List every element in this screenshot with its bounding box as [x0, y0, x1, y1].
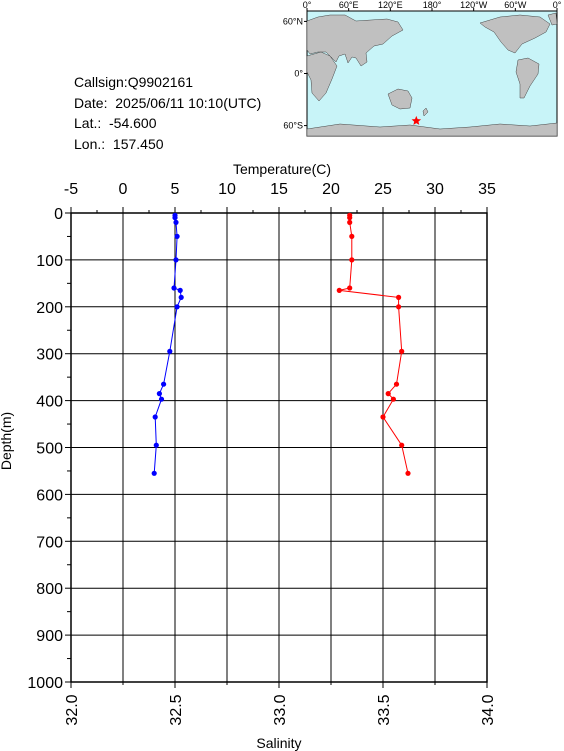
salinity-data-point — [161, 381, 167, 387]
salinity-tick-label: 33.0 — [272, 694, 289, 725]
temperature-data-point — [349, 257, 355, 263]
float-info: Callsign:Q9902161 Date: 2025/06/11 10:10… — [74, 72, 261, 154]
temperature-data-point — [390, 396, 396, 402]
depth-axis-title: Depth(m) — [0, 412, 14, 470]
profile-plot: -5 0 5 10 15 20 25 30 35 32.0 32.5 33.0 33.5 34.0 01… — [0, 161, 497, 751]
date-text: Date: 2025/06/11 10:10(UTC) — [74, 94, 262, 111]
map-lat-label: 60°S — [283, 121, 303, 131]
temperature-tick-label: 0 — [119, 181, 128, 198]
map-frame-ticks — [304, 8, 558, 127]
map-lon-label: 0° — [303, 0, 312, 10]
temperature-tick-label: 35 — [478, 181, 496, 198]
map-australia — [387, 88, 413, 110]
float-location-marker — [411, 115, 422, 125]
salinity-profile-line — [153, 215, 182, 474]
salinity-data-point — [177, 287, 183, 293]
depth-tick-label: 100 — [36, 253, 63, 270]
temperature-axis-title: Temperature(C) — [233, 161, 331, 177]
map-south-america — [515, 57, 540, 99]
star-icon — [411, 115, 422, 125]
temperature-tick-label: -5 — [64, 181, 78, 198]
temperature-profile-line — [339, 215, 409, 474]
temperature-tick-labels: -5 0 5 10 15 20 25 30 35 — [64, 181, 496, 198]
salinity-tick-labels: 32.0 32.5 33.0 33.5 34.0 — [64, 694, 497, 725]
salinity-data-point — [152, 414, 158, 420]
temperature-tick-label: 5 — [171, 181, 180, 198]
temperature-data-point — [399, 442, 405, 448]
temperature-data-point — [405, 470, 411, 476]
salinity-data-point — [151, 470, 157, 476]
map-africa — [306, 51, 338, 102]
temperature-data-point — [380, 414, 386, 420]
map-landmasses — [306, 12, 558, 137]
salinity-data-point — [173, 257, 179, 263]
temperature-data-point — [393, 381, 400, 387]
temperature-tick-label: 20 — [322, 181, 340, 198]
plot-frame — [70, 212, 488, 683]
depth-tick-label: 400 — [36, 394, 63, 411]
temperature-tick-label: 30 — [426, 181, 444, 198]
map-antarctica — [306, 122, 558, 137]
callsign-text: Callsign:Q9902161 — [74, 74, 194, 90]
map-lon-label: 0° — [553, 0, 562, 10]
temperature-tick-label: 10 — [218, 181, 236, 198]
salinity-data-point — [172, 215, 178, 221]
temperature-data-point — [396, 294, 402, 300]
depth-tick-labels: 0 100 200 300 400 500 600 700 800 900 1000 — [27, 206, 63, 692]
map-lat-label: 60°N — [283, 16, 303, 26]
salinity-data-point — [158, 396, 165, 402]
data-series — [151, 212, 411, 476]
depth-tick-label: 600 — [36, 487, 63, 504]
temperature-data-point — [347, 215, 353, 221]
latitude-text: Lat.: -54.600 — [74, 115, 157, 131]
map-north-america — [479, 14, 551, 54]
salinity-data-point — [178, 294, 184, 300]
temperature-data-point — [349, 233, 355, 239]
salinity-data-point — [174, 304, 180, 310]
salinity-data-point — [173, 219, 179, 225]
map-eurasia — [306, 14, 404, 67]
depth-tick-label: 300 — [36, 347, 63, 364]
temperature-tick-label: 25 — [374, 181, 392, 198]
depth-tick-label: 800 — [36, 581, 63, 598]
salinity-tick-label: 33.5 — [376, 694, 393, 725]
map-lon-label: 60°E — [339, 0, 359, 10]
depth-tick-label: 900 — [36, 628, 63, 645]
map-lon-label: 60°W — [504, 0, 527, 10]
temperature-data-point — [385, 391, 391, 397]
salinity-tick-label: 32.5 — [168, 694, 185, 725]
map-longitude-labels: 0° 60°E 120°E 180° 120°W 60°W 0° — [303, 0, 562, 10]
depth-tick-label: 700 — [36, 534, 63, 551]
map-latitude-labels: 60°N 0° 60°S — [283, 16, 304, 130]
depth-tick-label: 200 — [36, 300, 63, 317]
plot-grid — [70, 212, 488, 683]
map-new-zealand — [422, 107, 429, 117]
temperature-data-point — [336, 287, 342, 293]
location-map: 0° 60°E 120°E 180° 120°W 60°W 0° 60°N0°60°S — [283, 0, 562, 137]
map-greenland — [547, 12, 558, 26]
temperature-data-point — [347, 219, 353, 225]
depth-tick-label: 500 — [36, 441, 63, 458]
salinity-data-point — [167, 348, 173, 354]
salinity-data-point — [171, 285, 177, 291]
map-lon-label: 120°E — [378, 0, 403, 10]
salinity-axis-title: Salinity — [256, 735, 301, 751]
salinity-data-point — [174, 233, 180, 239]
map-lat-label: 0° — [294, 69, 303, 79]
temperature-tick-label: 15 — [270, 181, 288, 198]
depth-tick-label: 1000 — [27, 675, 63, 692]
temperature-data-point — [396, 304, 402, 310]
temperature-data-point — [347, 285, 353, 291]
salinity-data-point — [153, 442, 159, 448]
salinity-tick-label: 32.0 — [64, 694, 81, 725]
depth-tick-label: 0 — [54, 206, 63, 223]
map-lon-label: 180° — [423, 0, 442, 10]
salinity-tick-label: 34.0 — [480, 694, 497, 725]
temperature-data-point — [399, 348, 405, 354]
longitude-text: Lon.: 157.450 — [74, 135, 164, 152]
salinity-data-point — [156, 391, 162, 397]
map-lon-label: 120°W — [460, 0, 488, 10]
